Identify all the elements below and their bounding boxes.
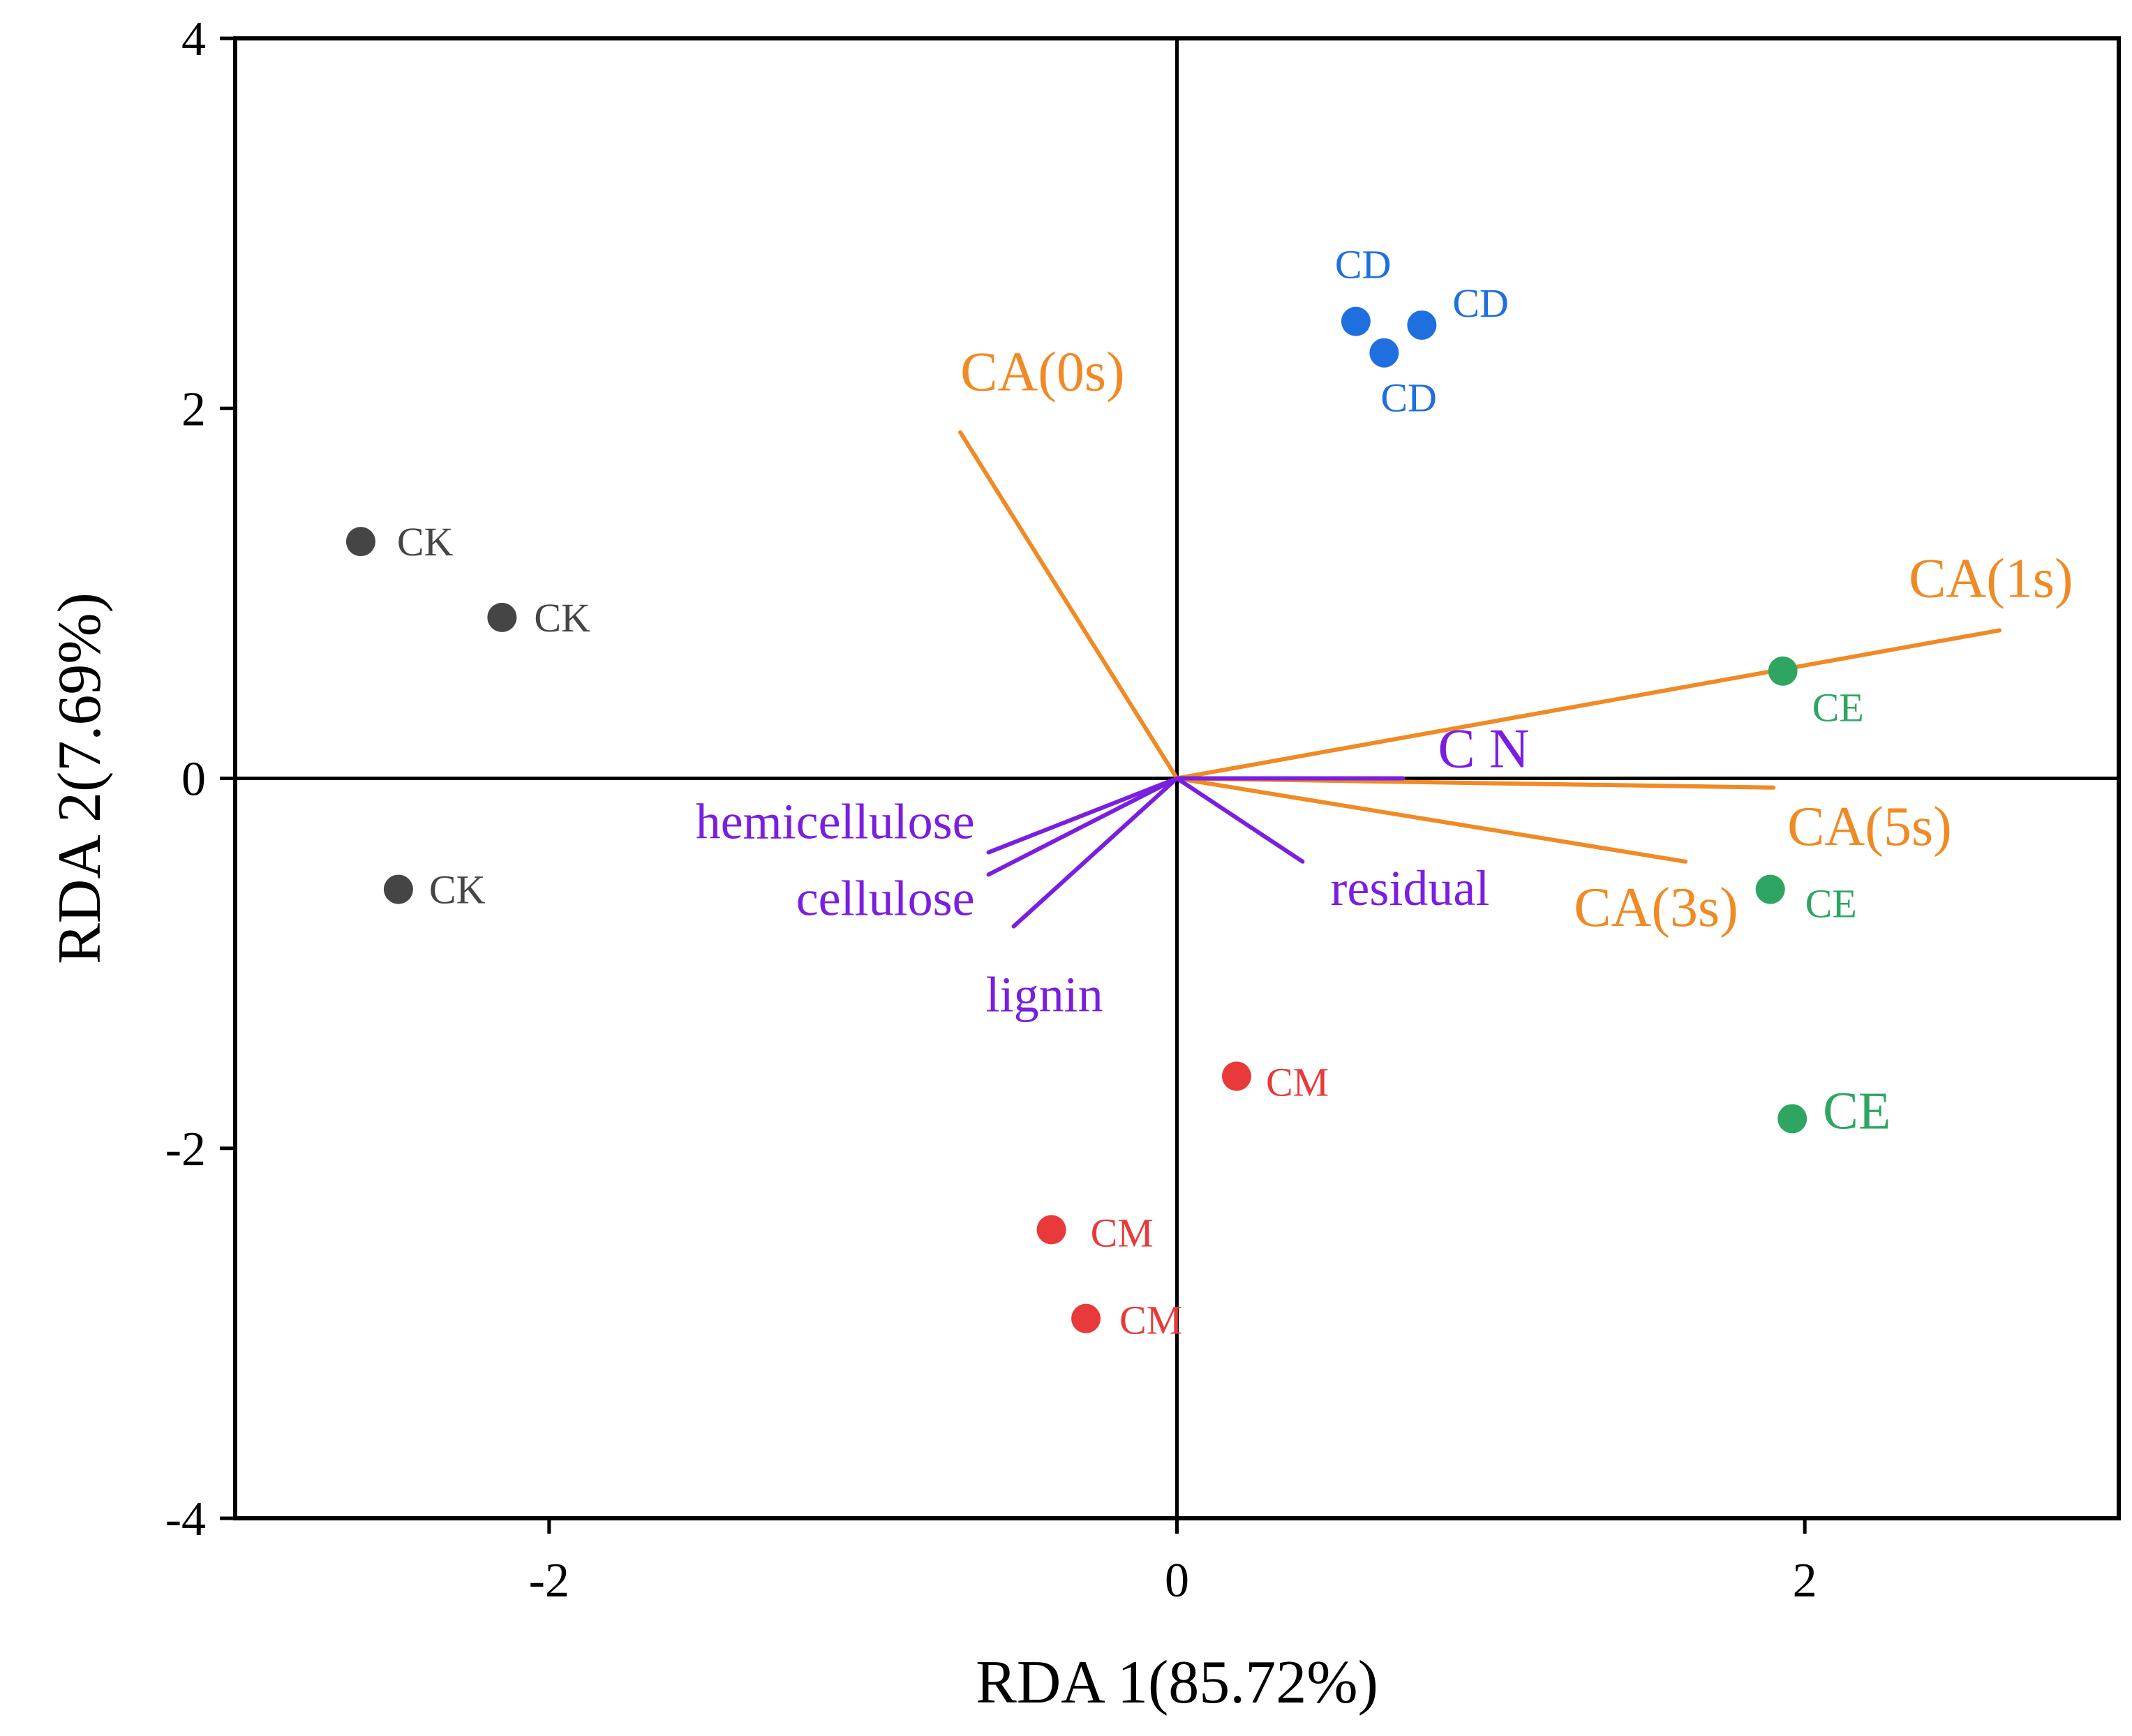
- score-point-ce: [1755, 874, 1785, 904]
- y-tick-label: -4: [165, 1492, 206, 1546]
- vector-label: CA(3s): [1574, 877, 1738, 938]
- score-label: CE: [1823, 1082, 1891, 1140]
- vector-arrows: CA(0s) CA(1s) CA(5s) CA(3s) C N residual hemic…: [696, 342, 2073, 1023]
- score-point-cm: [1221, 1061, 1251, 1091]
- score-label: CK: [429, 867, 486, 913]
- vector-label: CA(5s): [1787, 796, 1952, 858]
- score-label: CM: [1266, 1059, 1329, 1105]
- score-label: CK: [397, 519, 454, 564]
- x-tick-label: 2: [1793, 1554, 1817, 1608]
- score-point-ce: [1768, 656, 1798, 686]
- y-tick-label: 0: [181, 753, 206, 807]
- score-point-ck: [345, 527, 375, 557]
- score-label: CD: [1452, 280, 1509, 326]
- vector-label: CA(0s): [960, 342, 1125, 403]
- x-tick-label: 0: [1165, 1554, 1189, 1608]
- vector-label: CA(1s): [1909, 548, 2073, 609]
- score-label: CM: [1119, 1298, 1182, 1343]
- score-label: CD: [1335, 242, 1392, 287]
- score-point-ck: [383, 874, 413, 904]
- y-tick-label: 4: [181, 13, 206, 66]
- y-tick-label: -2: [165, 1123, 206, 1176]
- vector-label: residual: [1330, 860, 1489, 916]
- vector-label: lignin: [986, 967, 1103, 1023]
- score-point-cm: [1071, 1303, 1101, 1333]
- score-point-cd: [1369, 338, 1399, 368]
- vector-label: hemicellulose: [696, 794, 975, 850]
- vector-line: [1175, 776, 1305, 864]
- x-axis-title: RDA 1(85.72%): [976, 1649, 1378, 1716]
- score-label: CD: [1380, 375, 1437, 421]
- vector-line: [1011, 776, 1179, 929]
- vector-line: [986, 776, 1179, 855]
- vector-line: [1175, 776, 1688, 864]
- score-point-cm: [1036, 1215, 1066, 1245]
- vector-label: cellulose: [796, 870, 975, 926]
- x-tick-label: -2: [529, 1554, 569, 1608]
- score-point-cd: [1407, 310, 1437, 340]
- vector-label: C N: [1438, 719, 1529, 780]
- sample-scores: CK CK CK CD CD CD CE CE CE CM CM CM: [345, 242, 1891, 1343]
- score-point-cd: [1341, 306, 1371, 336]
- y-tick-label: 2: [181, 382, 206, 436]
- score-label: CM: [1091, 1210, 1154, 1255]
- vector-line: [1175, 628, 2002, 781]
- score-label: CK: [534, 595, 590, 641]
- vector-line: [986, 776, 1179, 877]
- score-label: CE: [1805, 881, 1857, 927]
- score-point-ce: [1777, 1104, 1807, 1134]
- score-label: CE: [1812, 685, 1864, 731]
- y-axis-title: RDA 2(7.69%): [46, 592, 114, 964]
- vector-line: [958, 430, 1179, 781]
- score-point-ck: [487, 602, 517, 632]
- axis-ticks: -2 0 2 -4 -2 0 2 4: [165, 13, 1817, 1608]
